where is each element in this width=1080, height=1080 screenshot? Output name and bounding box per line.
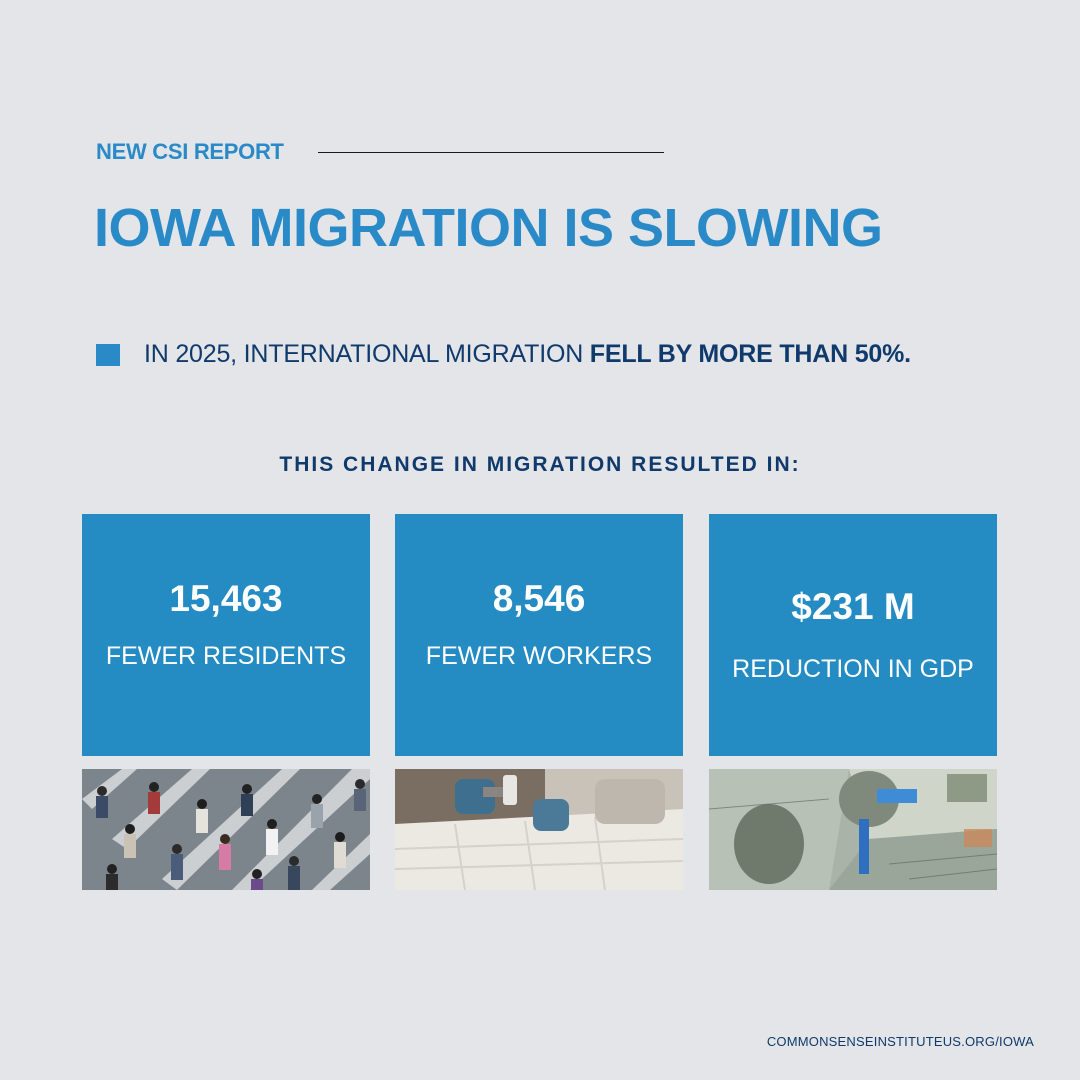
stat-card-residents: 15,463 FEWER RESIDENTS bbox=[82, 514, 370, 756]
bullet-text-bold: FELL BY MORE THAN 50%. bbox=[589, 340, 911, 368]
stat-value: 8,546 bbox=[492, 578, 586, 619]
hundred-dollar-bills-photo-icon bbox=[709, 769, 997, 890]
stat-value: 15,463 bbox=[169, 578, 283, 619]
worker-hammer-photo-icon bbox=[395, 769, 683, 890]
stat-value: $231 M bbox=[791, 586, 915, 627]
stat-card-workers: 8,546 FEWER WORKERS bbox=[395, 514, 683, 756]
stat-label: REDUCTION IN GDP bbox=[732, 655, 974, 683]
footer-url[interactable]: COMMONSENSEINSTITUTEUS.ORG/IOWA bbox=[766, 1034, 1034, 1049]
bullet-text-regular: IN 2025, INTERNATIONAL MIGRATION bbox=[144, 340, 590, 368]
crowd-crosswalk-photo-icon bbox=[82, 769, 370, 890]
eyebrow-label: NEW CSI REPORT bbox=[96, 139, 284, 164]
results-subhead: THIS CHANGE IN MIGRATION RESULTED IN: bbox=[279, 453, 801, 476]
headline: IOWA MIGRATION IS SLOWING bbox=[94, 198, 883, 258]
bullet-square-icon bbox=[96, 344, 120, 366]
bullet-text: IN 2025, INTERNATIONAL MIGRATION FELL BY… bbox=[144, 340, 911, 369]
stat-label: FEWER RESIDENTS bbox=[105, 642, 347, 670]
stat-card-gdp: $231 M REDUCTION IN GDP bbox=[709, 514, 997, 756]
eyebrow-rule bbox=[318, 152, 664, 153]
stat-label: FEWER WORKERS bbox=[425, 642, 653, 670]
